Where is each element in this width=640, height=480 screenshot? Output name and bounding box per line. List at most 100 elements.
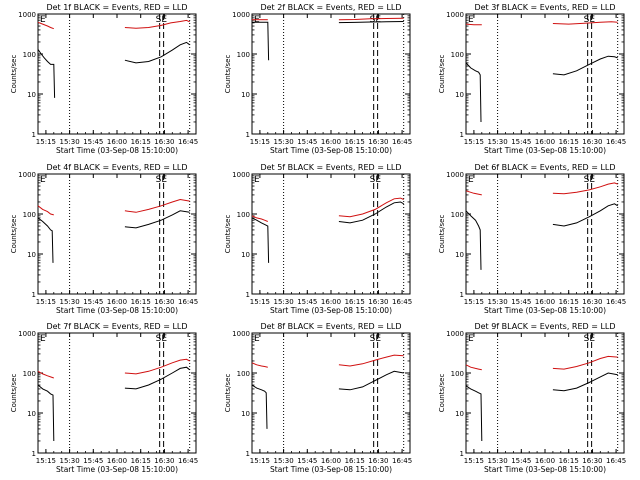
x-axis-label: Start Time (03-Sep-08 15:10:00): [484, 465, 606, 474]
y-tick-label: 10: [455, 91, 464, 99]
x-axis-label: Start Time (03-Sep-08 15:10:00): [56, 465, 178, 474]
lld-series-line: [338, 17, 404, 21]
events-series-line: [37, 384, 55, 442]
events-series-line: [552, 203, 618, 227]
chart-title: Det 7f BLACK = Events, RED = LLD: [46, 322, 187, 331]
lld-series-line: [124, 19, 190, 29]
marker-e-label: E: [254, 175, 260, 185]
x-tick-label: 16:30: [582, 298, 602, 306]
x-tick-label: 15:45: [83, 457, 103, 465]
x-tick-label: 16:45: [606, 457, 626, 465]
x-axis-label: Start Time (03-Sep-08 15:10:00): [484, 146, 606, 155]
chart-panel-6: Det 6f BLACK = Events, RED = LLD 1 10 100 10…: [438, 163, 626, 315]
y-tick-label: 10: [241, 91, 250, 99]
x-tick-label: 15:45: [511, 298, 531, 306]
y-tick-label: 1000: [232, 330, 250, 338]
x-tick-label: 16:15: [131, 457, 151, 465]
x-tick-label: 16:00: [321, 457, 341, 465]
events-series-line: [338, 201, 404, 224]
chart-title: Det 2f BLACK = Events, RED = LLD: [260, 3, 401, 12]
plot-frame: [251, 332, 411, 454]
plot-frame: [251, 13, 411, 135]
y-tick-label: 100: [451, 211, 464, 219]
y-tick-label: 1: [246, 131, 250, 139]
lld-series-line: [465, 190, 482, 196]
x-tick-label: 15:30: [488, 298, 508, 306]
chart-title: Det 5f BLACK = Events, RED = LLD: [260, 163, 401, 172]
y-tick-label: 1: [32, 291, 36, 299]
plot-frame: [251, 173, 411, 295]
chart-title: Det 9f BLACK = Events, RED = LLD: [474, 322, 615, 331]
chart-title: Det 1f BLACK = Events, RED = LLD: [46, 3, 187, 12]
y-tick-label: 100: [23, 51, 36, 59]
y-tick-label: 100: [23, 370, 36, 378]
x-tick-label: 15:30: [274, 298, 294, 306]
x-tick-label: 16:15: [559, 138, 579, 146]
x-tick-label: 15:15: [36, 138, 56, 146]
y-tick-label: 1000: [446, 171, 464, 179]
x-axis-label: Start Time (03-Sep-08 15:10:00): [484, 306, 606, 315]
y-tick-label: 1000: [446, 11, 464, 19]
x-tick-label: 15:30: [60, 457, 80, 465]
x-tick-label: 15:15: [250, 298, 270, 306]
chart-title: Det 3f BLACK = Events, RED = LLD: [474, 3, 615, 12]
chart-title: Det 4f BLACK = Events, RED = LLD: [46, 163, 187, 172]
lld-series-line: [552, 182, 618, 195]
y-tick-label: 1000: [18, 11, 36, 19]
lld-series-line: [37, 21, 54, 30]
y-axis-label: Counts/sec: [224, 374, 232, 413]
y-tick-label: 1: [32, 131, 36, 139]
y-axis-label: Counts/sec: [438, 55, 446, 94]
x-tick-label: 16:00: [321, 298, 341, 306]
lld-series-line: [465, 364, 482, 371]
x-tick-label: 15:15: [464, 298, 484, 306]
chart-panel-9: Det 9f BLACK = Events, RED = LLD 1 10 100 10…: [438, 322, 626, 474]
events-series-line: [37, 217, 54, 263]
x-tick-label: 16:45: [606, 298, 626, 306]
marker-e-label: E: [254, 334, 260, 344]
x-tick-label: 16:45: [392, 138, 412, 146]
marker-se-label: SE: [584, 15, 596, 25]
lld-series-line: [37, 370, 54, 379]
events-series-line: [338, 21, 404, 24]
chart-panel-2: Det 2f BLACK = Events, RED = LLD 1 10 100 10…: [224, 3, 412, 155]
y-tick-label: 100: [451, 51, 464, 59]
chart-panel-3: Det 3f BLACK = Events, RED = LLD 1 10 100 10…: [438, 3, 626, 155]
lld-series-line: [251, 362, 268, 368]
marker-e-label: E: [40, 175, 46, 185]
x-axis-label: Start Time (03-Sep-08 15:10:00): [56, 306, 178, 315]
x-tick-label: 16:30: [582, 138, 602, 146]
x-tick-label: 16:30: [582, 457, 602, 465]
y-axis-label: Counts/sec: [10, 374, 18, 413]
x-tick-label: 15:15: [464, 138, 484, 146]
x-tick-label: 15:45: [83, 138, 103, 146]
y-axis-label: Counts/sec: [224, 55, 232, 94]
marker-se-label: SE: [370, 15, 382, 25]
events-series-line: [465, 210, 482, 270]
lld-series-line: [124, 358, 190, 375]
y-tick-label: 10: [455, 251, 464, 259]
x-tick-label: 16:45: [606, 138, 626, 146]
y-tick-label: 100: [237, 211, 250, 219]
lld-series-line: [465, 23, 482, 26]
y-tick-label: 1: [460, 291, 464, 299]
marker-se-label: SE: [584, 175, 596, 185]
marker-se-label: SE: [370, 334, 382, 344]
y-axis-label: Counts/sec: [10, 55, 18, 94]
plot-frame: [37, 173, 197, 295]
y-tick-label: 100: [23, 211, 36, 219]
chart-panel-7: Det 7f BLACK = Events, RED = LLD 1 10 100 10…: [10, 322, 198, 474]
chart-panel-4: Det 4f BLACK = Events, RED = LLD 1 10 100 10…: [10, 163, 198, 315]
x-tick-label: 16:45: [392, 298, 412, 306]
x-tick-label: 16:45: [178, 138, 198, 146]
events-series-line: [124, 366, 191, 390]
lld-series-line: [251, 215, 268, 222]
x-tick-label: 16:00: [321, 138, 341, 146]
chart-panel-8: Det 8f BLACK = Events, RED = LLD 1 10 100 10…: [224, 322, 412, 474]
y-axis-label: Counts/sec: [438, 215, 446, 254]
y-tick-label: 100: [237, 51, 250, 59]
x-tick-label: 16:00: [535, 298, 555, 306]
marker-e-label: E: [468, 15, 474, 25]
x-tick-label: 15:30: [274, 138, 294, 146]
